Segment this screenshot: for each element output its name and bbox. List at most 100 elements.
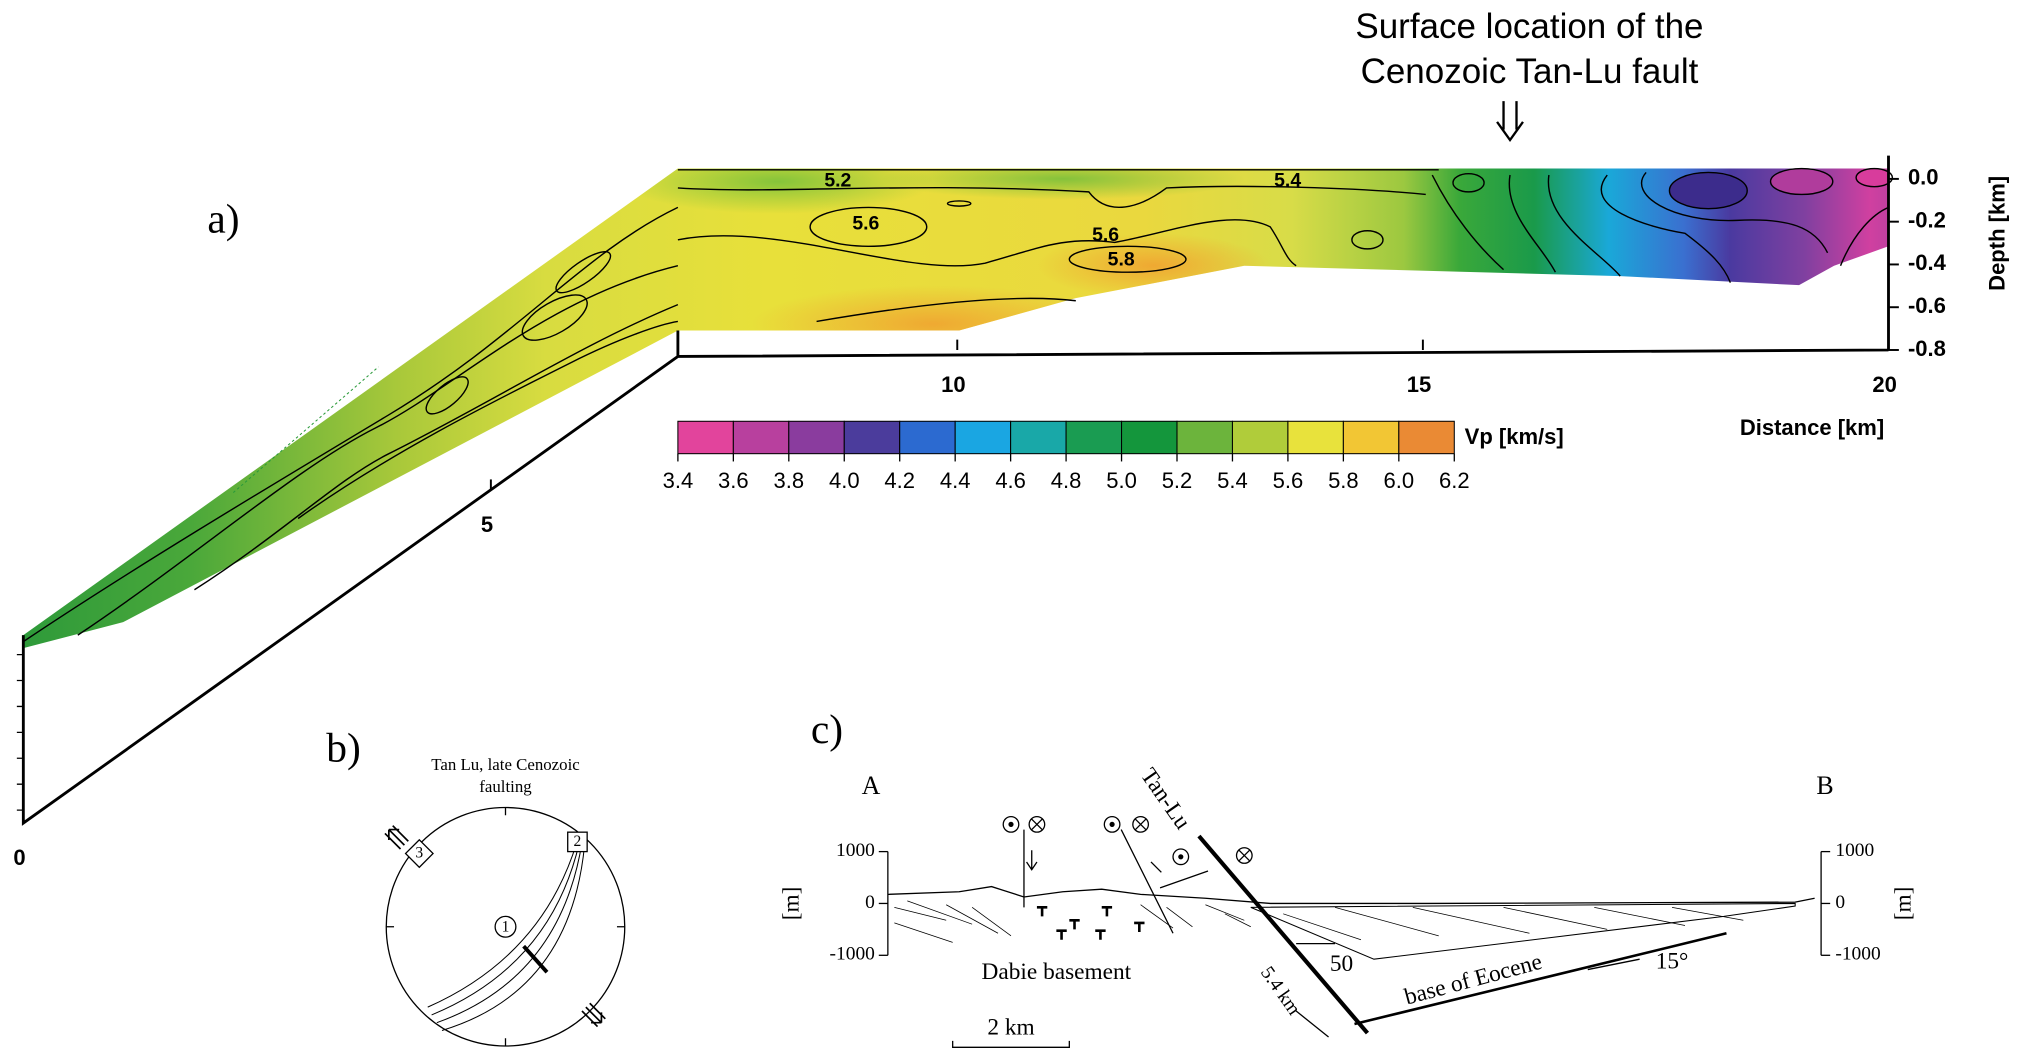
y-tick-label: 1000 bbox=[836, 840, 875, 861]
colorbar-tick-label: 3.8 bbox=[773, 468, 804, 493]
colorbar-segment bbox=[678, 421, 733, 453]
colorbar-segment bbox=[1066, 421, 1121, 453]
x-tick-label: 5 bbox=[481, 512, 493, 537]
fault-minor bbox=[1024, 830, 1640, 1037]
marker-label: 3 bbox=[415, 845, 423, 862]
colorbar-tick-label: 3.4 bbox=[663, 468, 694, 493]
y-tick-label: -1000 bbox=[830, 944, 875, 965]
x-tick-label: 10 bbox=[941, 372, 966, 397]
colorbar-segment bbox=[1122, 421, 1177, 453]
velocity-field bbox=[23, 169, 1888, 649]
colorbar-segment bbox=[955, 421, 1010, 453]
page: { "panel_a": { "label": "a)", "annotatio… bbox=[0, 0, 2022, 1048]
colorbar-segment bbox=[789, 421, 844, 453]
in-symbol bbox=[1032, 819, 1042, 829]
basin-hatch bbox=[1283, 907, 1743, 939]
y-tick-label: -1000 bbox=[1835, 944, 1880, 965]
colorbar-segment bbox=[1343, 421, 1398, 453]
colorbar-tick-label: 4.6 bbox=[995, 468, 1026, 493]
colorbar-segment bbox=[900, 421, 955, 453]
dip-label: 50 bbox=[1330, 951, 1353, 977]
y-axis-label: Depth [km] bbox=[1984, 176, 2009, 291]
marker-label: 2 bbox=[574, 833, 582, 850]
shade bbox=[881, 158, 1244, 199]
cross-section: c) A B Tan-Lu [m] [m] Dabie basement 50 … bbox=[779, 706, 1917, 1047]
y-tick-label: -0.4 bbox=[1908, 250, 1947, 275]
y-tick-label: -0.8 bbox=[1908, 336, 1946, 361]
slip-vector bbox=[524, 946, 547, 972]
colorbar-tick-label: 5.0 bbox=[1106, 468, 1137, 493]
y-tick-label: -0.6 bbox=[1908, 293, 1946, 318]
x-tick-label: 15 bbox=[1407, 372, 1432, 397]
colorbar-tick-label: 5.4 bbox=[1217, 468, 1248, 493]
panel-label: b) bbox=[326, 724, 361, 771]
contour-label: 5.6 bbox=[852, 212, 879, 234]
extension-arrow bbox=[582, 1003, 605, 1026]
fault-label: Tan-Lu bbox=[1135, 763, 1196, 834]
y-tick-label: 1000 bbox=[1835, 840, 1874, 861]
colorbar-segment bbox=[733, 421, 788, 453]
out-symbol bbox=[1009, 822, 1013, 826]
shade bbox=[1037, 233, 1270, 298]
granite-symbols bbox=[1037, 907, 1145, 939]
panel-label: c) bbox=[811, 706, 843, 753]
end-label: A bbox=[862, 771, 881, 800]
y-tick-label: -0.2 bbox=[1908, 207, 1946, 232]
x-tick-label: 0 bbox=[13, 845, 25, 870]
colorbar-tick-label: 6.2 bbox=[1439, 468, 1470, 493]
colorbar-segment bbox=[1399, 421, 1454, 453]
motion-symbols bbox=[1003, 817, 1252, 873]
dip-label: 15° bbox=[1656, 948, 1689, 974]
scale-label: 2 km bbox=[987, 1015, 1034, 1041]
contour-label: 5.4 bbox=[1274, 170, 1301, 192]
annotation: Surface location of the bbox=[1355, 7, 1703, 46]
colorbar-label: Vp [km/s] bbox=[1465, 424, 1564, 449]
slip-arrow bbox=[1027, 850, 1232, 872]
x-axis-label: Distance [km] bbox=[1740, 415, 1884, 440]
colorbar-segment bbox=[1177, 421, 1232, 453]
shade bbox=[752, 285, 1115, 363]
y-tick-label: 0.0 bbox=[1908, 165, 1939, 190]
depth-label: 5.4 km bbox=[1256, 963, 1304, 1019]
colorbar-tick-label: 6.0 bbox=[1384, 468, 1415, 493]
stereonet: b) Tan Lu, late Cenozoic faulting 1 2 3 bbox=[326, 724, 625, 1046]
marker-label: 1 bbox=[502, 919, 510, 936]
contour-label: 5.6 bbox=[1092, 224, 1119, 246]
figure: 5.2 5.4 5.6 5.6 5.8 a) Surface location … bbox=[0, 0, 2022, 1048]
annotation: Cenozoic Tan-Lu fault bbox=[1361, 52, 1699, 91]
out-symbol bbox=[1110, 822, 1114, 826]
horizon-label: base of Eocene bbox=[1402, 949, 1545, 1011]
colorbar-segment bbox=[1232, 421, 1287, 453]
stereonet-title: faulting bbox=[479, 777, 532, 796]
unit-label: Dabie basement bbox=[982, 959, 1132, 985]
y-tick-label: 0 bbox=[865, 892, 875, 913]
y-axis-label: [m] bbox=[1891, 887, 1917, 921]
great-circle bbox=[442, 845, 585, 1030]
colorbar-tick-label: 5.2 bbox=[1162, 468, 1193, 493]
colorbar-tick-label: 5.6 bbox=[1273, 468, 1304, 493]
colorbar-tick-label: 4.8 bbox=[1051, 468, 1082, 493]
colorbar-segment bbox=[1288, 421, 1343, 453]
scale-bar bbox=[953, 1041, 1070, 1047]
base-of-eocene bbox=[1354, 933, 1726, 1024]
end-label: B bbox=[1816, 771, 1833, 800]
ground-surface bbox=[888, 887, 1815, 904]
colorbar-tick-label: 4.0 bbox=[829, 468, 860, 493]
out-symbol bbox=[1179, 855, 1183, 859]
extension-arrow bbox=[385, 826, 408, 849]
y-tick-label: 0 bbox=[1835, 892, 1845, 913]
colorbar-tick-label: 3.6 bbox=[718, 468, 749, 493]
x-tick-label: 20 bbox=[1872, 372, 1897, 397]
stereonet-title: Tan Lu, late Cenozoic bbox=[431, 755, 580, 774]
y-axis-label: [m] bbox=[779, 887, 805, 921]
colorbar-tick-label: 4.2 bbox=[884, 468, 915, 493]
colorbar-segment bbox=[1011, 421, 1066, 453]
colorbar-tick-label: 5.8 bbox=[1328, 468, 1359, 493]
in-symbol bbox=[1239, 850, 1249, 860]
contour-label: 5.8 bbox=[1108, 249, 1135, 271]
in-symbol bbox=[1135, 819, 1145, 829]
colorbar-segment bbox=[844, 421, 899, 453]
contour-label: 5.2 bbox=[824, 170, 851, 192]
panel-label: a) bbox=[207, 195, 239, 242]
colorbar-tick-label: 4.4 bbox=[940, 468, 971, 493]
